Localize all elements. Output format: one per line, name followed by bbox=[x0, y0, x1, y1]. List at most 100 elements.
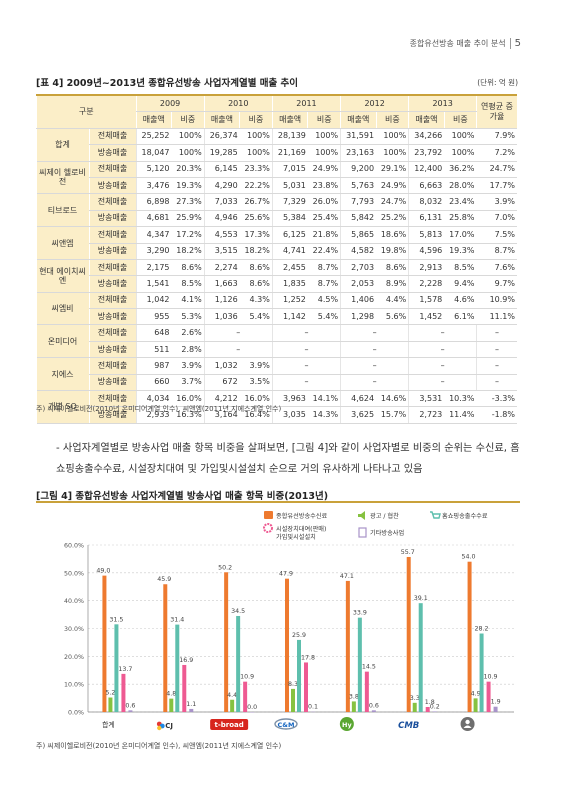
table-row: 방송매출 660 3.7% 672 3.5% – – – – bbox=[37, 374, 517, 392]
revenue-type-cell: 방송매출 bbox=[88, 308, 136, 326]
sales-cell: 672 bbox=[203, 374, 240, 392]
sales-cell: 3,515 bbox=[203, 243, 240, 260]
sales-cell: 8,032 bbox=[408, 193, 445, 211]
empty-cell: – bbox=[408, 357, 477, 375]
share-cell: 14.1% bbox=[307, 390, 341, 408]
header-sales: 매출액 bbox=[271, 111, 308, 129]
sales-cell: 31,591 bbox=[340, 128, 377, 146]
gear-icon bbox=[263, 523, 273, 533]
data-label: 4.4 bbox=[227, 692, 237, 699]
sales-cell: 648 bbox=[135, 324, 172, 342]
sales-cell: 7,329 bbox=[271, 193, 308, 211]
empty-cell: – bbox=[408, 324, 477, 342]
share-cell: 100% bbox=[376, 128, 409, 146]
share-cell: 100% bbox=[307, 144, 341, 162]
legend-label: 홈쇼핑송출수수료 bbox=[442, 512, 488, 520]
data-label: 45.9 bbox=[157, 576, 171, 583]
share-cell: 16.3% bbox=[171, 406, 205, 424]
share-cell: 24.7% bbox=[376, 193, 409, 211]
sales-cell: 1,298 bbox=[340, 308, 377, 326]
header-cagr: 연평균 증가율 bbox=[476, 95, 517, 129]
sales-cell: 2,175 bbox=[135, 259, 172, 277]
data-label: 13.7 bbox=[118, 666, 132, 673]
bar bbox=[182, 664, 187, 712]
bar bbox=[224, 572, 229, 712]
sales-cell: 5,120 bbox=[135, 161, 172, 178]
share-cell: 22.4% bbox=[307, 243, 341, 260]
table-row: 지에스 전체매출 987 3.9% 1,032 3.9% – – – – bbox=[36, 357, 517, 392]
bar bbox=[121, 673, 126, 712]
empty-cell: – bbox=[271, 324, 341, 342]
share-cell: 25.2% bbox=[376, 210, 409, 228]
table-row: 개별 SO 전체매출 4,034 16.0% 4,212 16.0% 3,963 14.1% 4… bbox=[36, 390, 517, 424]
table-row: 온미디어 전체매출 648 2.6% – – – – – bbox=[36, 324, 517, 359]
header-year: 2009 bbox=[135, 95, 205, 113]
share-cell: 100% bbox=[171, 128, 205, 146]
revenue-type-cell: 방송매출 bbox=[88, 243, 136, 260]
share-cell: 16.0% bbox=[239, 390, 273, 408]
sales-cell: 4,741 bbox=[271, 243, 308, 260]
sales-cell: 3,035 bbox=[271, 406, 308, 424]
data-label: 1.8 bbox=[425, 699, 435, 706]
sales-cell: 6,145 bbox=[203, 161, 240, 178]
share-cell: 5.4% bbox=[307, 308, 341, 326]
sales-cell: 18,047 bbox=[135, 144, 172, 162]
revenue-type-cell: 전체매출 bbox=[88, 226, 136, 244]
sales-cell: 2,455 bbox=[271, 259, 308, 277]
sales-cell: 2,723 bbox=[408, 406, 445, 424]
document-icon bbox=[358, 527, 367, 538]
bar bbox=[432, 711, 437, 712]
share-cell: 19.8% bbox=[376, 243, 409, 260]
cmb-logo: CMB bbox=[398, 721, 419, 731]
bar bbox=[473, 698, 478, 712]
sales-cell: 7,793 bbox=[340, 193, 377, 211]
table-row: 티브로드 전체매출 6,898 27.3% 7,033 26.7% 7,329 26.0% 7,… bbox=[36, 193, 517, 228]
sales-cell: 987 bbox=[135, 357, 172, 375]
revenue-type-cell: 전체매출 bbox=[88, 193, 136, 211]
y-tick-label: 30.0% bbox=[64, 626, 84, 633]
revenue-type-cell: 방송매출 bbox=[88, 177, 136, 195]
sales-cell: 21,169 bbox=[271, 144, 308, 162]
sales-cell: 6,898 bbox=[135, 193, 172, 211]
cnm-logo-ring bbox=[274, 718, 298, 730]
legend-label: 광고 / 협찬 bbox=[370, 512, 399, 520]
sales-cell: 3,476 bbox=[135, 177, 172, 195]
sales-cell: 23,163 bbox=[340, 144, 377, 162]
header-share: 비중 bbox=[239, 111, 273, 129]
header-sales: 매출액 bbox=[408, 111, 445, 129]
bar bbox=[418, 603, 423, 712]
individual-so-icon-body bbox=[463, 725, 472, 728]
table-body: 합계 전체매출 25,252 100% 26,374 100% 28,139 100% 31,5… bbox=[36, 128, 517, 424]
sales-cell: 4,290 bbox=[203, 177, 240, 195]
share-cell: 18.2% bbox=[171, 243, 205, 260]
revenue-type-cell: 전체매출 bbox=[88, 259, 136, 277]
share-cell: 26.7% bbox=[239, 193, 273, 211]
sales-cell: 2,913 bbox=[408, 259, 445, 277]
company-cell: 개별 SO bbox=[36, 390, 89, 424]
sales-cell: 4,624 bbox=[340, 390, 377, 408]
data-label: 31.4 bbox=[170, 617, 184, 624]
data-label: 0.6 bbox=[369, 702, 379, 709]
figure-title: [그림 4] 종합유선방송 사업자계열별 방송사업 매출 항목 비중(2013년… bbox=[36, 491, 329, 502]
bar bbox=[486, 681, 491, 712]
legend-label: 가입및시설설치 bbox=[276, 533, 316, 541]
company-cell: 온미디어 bbox=[36, 324, 89, 359]
bar bbox=[493, 706, 498, 712]
cj-logo: CJ bbox=[165, 722, 173, 730]
share-cell: 4.4% bbox=[376, 292, 409, 310]
company-cell: 합계 bbox=[36, 128, 89, 162]
data-label: 54.0 bbox=[462, 554, 476, 561]
hy-logo-bg bbox=[339, 717, 354, 731]
category-label: 합계 bbox=[102, 720, 115, 729]
body-paragraph: - 사업자계열별로 방송사업 매출 항목 비중을 살펴보면, [그림 4]와 같… bbox=[56, 443, 520, 475]
sales-cell: 5,031 bbox=[271, 177, 308, 195]
data-label: 10.9 bbox=[484, 674, 498, 681]
header-group: 구분 bbox=[36, 95, 136, 129]
empty-cell: – bbox=[203, 341, 273, 359]
share-cell: 18.2% bbox=[239, 243, 273, 260]
share-cell: 8.9% bbox=[376, 275, 409, 293]
cagr-cell: -1.8% bbox=[476, 406, 517, 424]
cagr-cell: 7.5% bbox=[476, 226, 517, 244]
sales-cell: 5,813 bbox=[408, 226, 445, 244]
share-cell: 100% bbox=[307, 128, 341, 146]
